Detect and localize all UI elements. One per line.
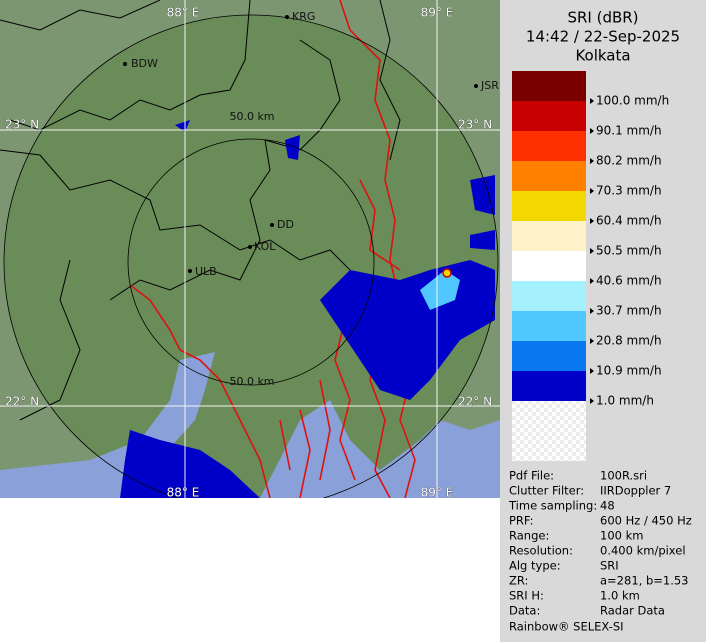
legend-tick [590,308,594,314]
longitude-label: 89° E [421,6,454,20]
longitude-label: 88° E [167,486,200,500]
info-value: 100 km [600,529,643,543]
legend-tick [590,338,594,344]
legend-tick [590,158,594,164]
legend-swatch [512,71,586,101]
legend-label: 10.9 mm/h [596,364,662,378]
legend-label: 50.5 mm/h [596,244,662,258]
info-value: 0.400 km/pixel [600,544,686,558]
latitude-label: 23° N [458,118,492,132]
legend-label: 80.2 mm/h [596,154,662,168]
graticule [0,0,500,498]
legend-tick [590,398,594,404]
legend-label: 30.7 mm/h [596,304,662,318]
info-key: Alg type: [509,559,561,573]
info-value: SRI [600,559,619,573]
legend-label: 70.3 mm/h [596,184,662,198]
info-value: Radar Data [600,604,665,618]
legend-swatch [512,281,586,311]
info-key: SRI H: [509,589,544,603]
legend-label: 1.0 mm/h [596,394,654,408]
legend-empty [512,401,586,461]
info-value: 600 Hz / 450 Hz [600,514,692,528]
legend-swatch [512,311,586,341]
legend-swatch [512,371,586,401]
legend-swatch [512,251,586,281]
info-value: IIRDoppler 7 [600,484,671,498]
legend-swatch [512,161,586,191]
legend-tick [590,98,594,104]
info-value: 1.0 km [600,589,640,603]
info-value: 100R.sri [600,469,647,483]
info-value: 48 [600,499,615,513]
place-label: JSR [480,79,499,92]
info-value: a=281, b=1.53 [600,574,689,588]
place-label: KRG [292,10,315,23]
legend-tick [590,188,594,194]
footer: Rainbow® SELEX-SI [509,620,624,634]
latitude-label: 23° N [5,118,39,132]
latitude-label: 22° N [5,395,39,409]
radar-echo-peak [442,268,452,278]
info-key: PRF: [509,514,534,528]
legend-label: 40.6 mm/h [596,274,662,288]
radar-coverage [4,15,498,498]
legend-swatch [512,341,586,371]
latitude-label: 22° N [458,395,492,409]
range-label: 50.0 km [229,110,274,123]
legend-tick [590,128,594,134]
legend-label: 60.4 mm/h [596,214,662,228]
place-label: ULB [195,265,217,278]
rivers [129,0,416,498]
legend-tick [590,218,594,224]
radar-echo-moderate [420,270,460,310]
longitude-label: 88° E [167,6,200,20]
info-key: Resolution: [509,544,573,558]
map [0,0,500,498]
longitude-label: 89° E [421,486,454,500]
info-key: Range: [509,529,549,543]
info-key: ZR: [509,574,528,588]
legend-swatch [512,101,586,131]
timestamp: 14:42 / 22-Sep-2025 [526,28,680,46]
legend-label: 20.8 mm/h [596,334,662,348]
place-markers [123,15,478,273]
legend-tick [590,278,594,284]
legend-label: 90.1 mm/h [596,124,662,138]
range-rings [3,14,499,498]
place-label: DD [277,218,294,231]
legend-tick [590,368,594,374]
product-title: SRI (dBR) [567,9,638,27]
legend-swatch [512,191,586,221]
place-label: BDW [131,57,158,70]
legend-swatch [512,131,586,161]
legend-tick [590,248,594,254]
info-key: Pdf File: [509,469,554,483]
legend-label: 100.0 mm/h [596,94,669,108]
station-name: Kolkata [575,47,630,65]
info-key: Data: [509,604,540,618]
boundaries [0,0,401,421]
place-label: KOL [254,240,276,253]
legend-swatch [512,221,586,251]
info-key: Clutter Filter: [509,484,584,498]
info-key: Time sampling: [508,499,597,513]
range-label: 50.0 km [229,375,274,388]
